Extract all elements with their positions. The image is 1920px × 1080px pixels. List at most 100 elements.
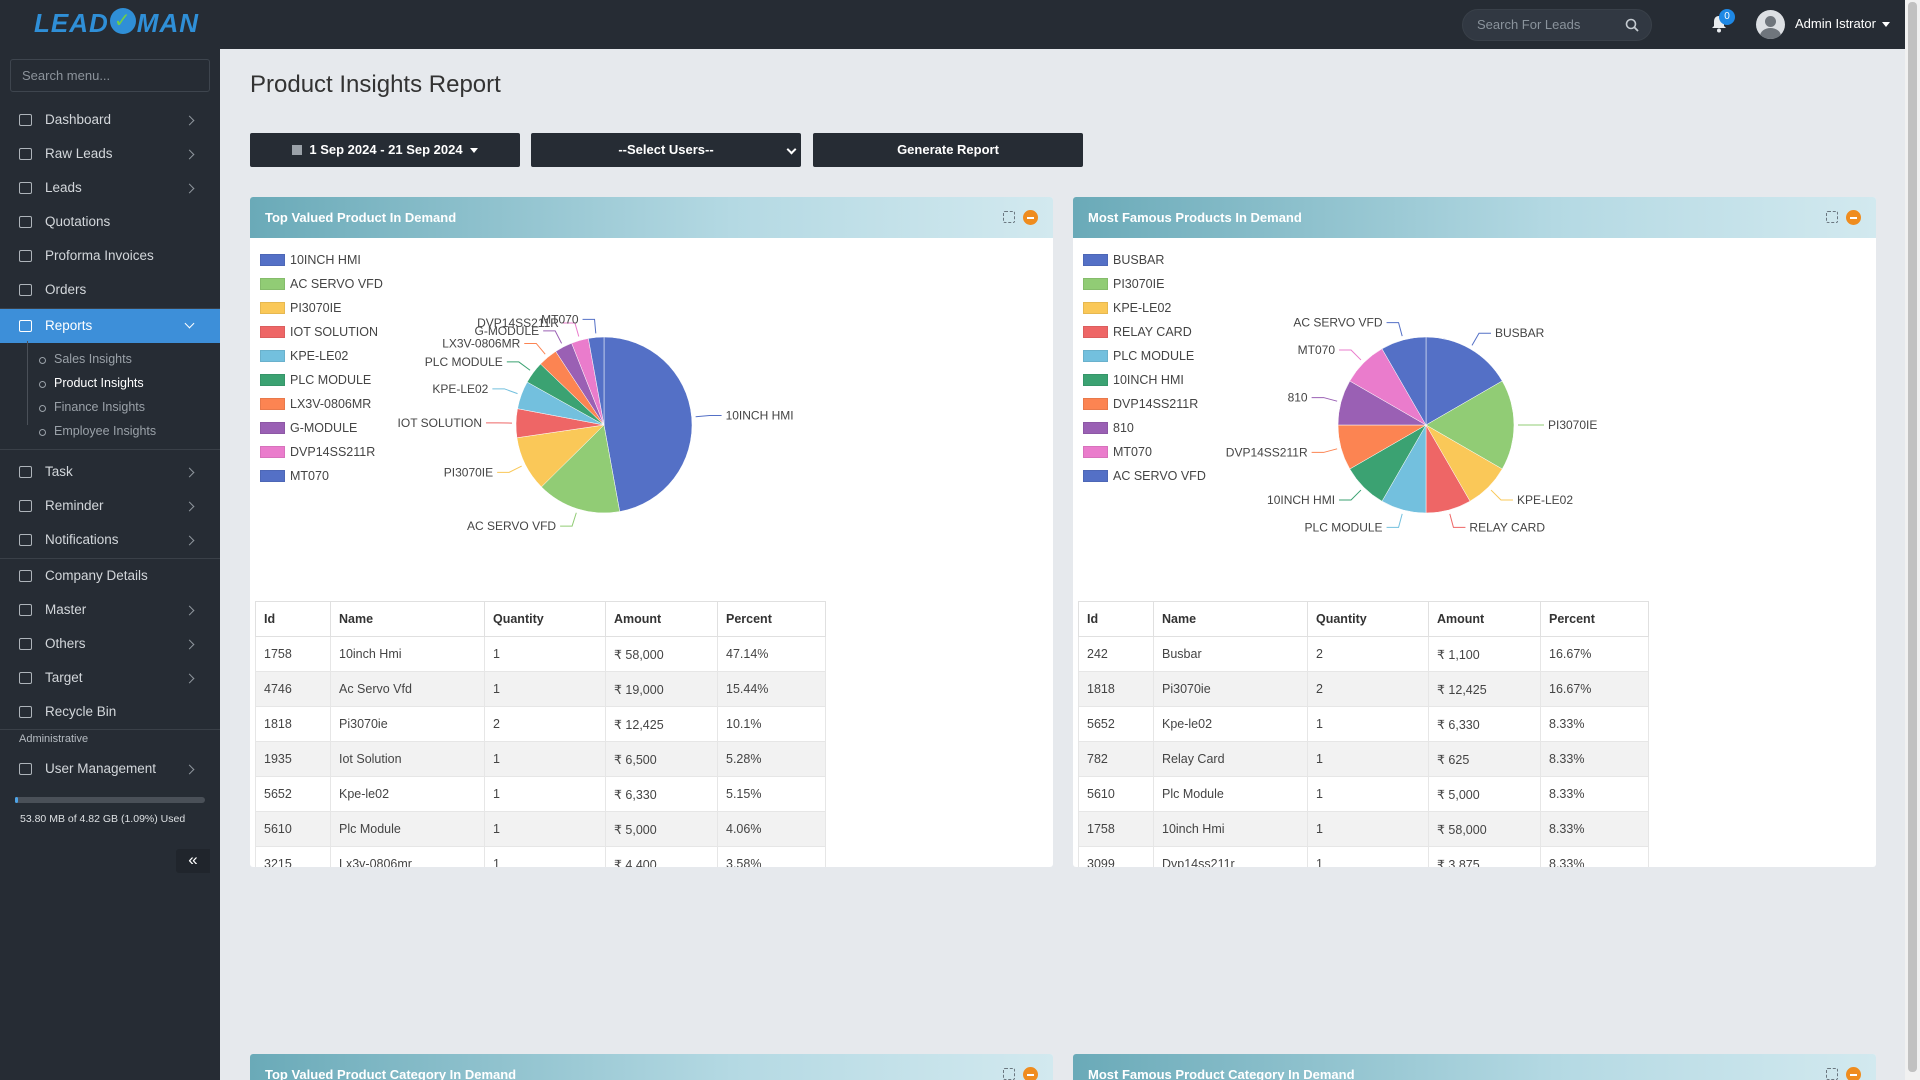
submenu-product-insights[interactable]: Product Insights	[0, 371, 220, 395]
legend-item[interactable]: AC SERVO VFD	[260, 276, 383, 300]
sidebar-item-task[interactable]: Task	[0, 455, 220, 489]
menu-search-input[interactable]: Search menu...	[10, 59, 210, 92]
legend-item[interactable]: PLC MODULE	[260, 372, 383, 396]
legend-item[interactable]: MT070	[1083, 444, 1206, 468]
user-avatar[interactable]	[1756, 10, 1785, 39]
table-row: 5610 Plc Module 1 ₹ 5,000 4.06%	[255, 811, 826, 847]
pie-slice-label: IOT SOLUTION	[398, 416, 482, 430]
column-header[interactable]: Id	[1078, 601, 1154, 637]
pie-slice-label: DVP14SS211R	[1226, 445, 1308, 459]
legend-item[interactable]: MT070	[260, 468, 383, 492]
sidebar-item-dashboard[interactable]: Dashboard	[0, 103, 220, 137]
sidebar-item-leads[interactable]: Leads	[0, 171, 220, 205]
pie-slice[interactable]	[1425, 380, 1515, 470]
sidebar-item-quotations[interactable]: Quotations	[0, 205, 220, 239]
collapse-panel-icon[interactable]	[1023, 1067, 1038, 1080]
column-header[interactable]: Quantity	[484, 601, 606, 637]
sidebar-item-reports[interactable]: Reports	[0, 309, 220, 343]
pie-slice[interactable]	[1381, 336, 1427, 426]
column-header[interactable]: Name	[330, 601, 485, 637]
sidebar-item-target[interactable]: Target	[0, 661, 220, 695]
sidebar-item-others[interactable]: Others	[0, 627, 220, 661]
scrollbar-thumb[interactable]	[1908, 2, 1917, 1072]
legend-item[interactable]: KPE-LE02	[1083, 300, 1206, 324]
legend-item[interactable]: DVP14SS211R	[1083, 396, 1206, 420]
administrative-heading: Administrative	[19, 733, 89, 745]
search-icon[interactable]	[1625, 18, 1639, 32]
column-header[interactable]: Amount	[1428, 601, 1541, 637]
legend-label: PLC MODULE	[1113, 349, 1195, 363]
pie-slice[interactable]	[1425, 336, 1503, 426]
column-header[interactable]: Id	[255, 601, 331, 637]
column-header[interactable]: Percent	[717, 601, 826, 637]
pie-slice[interactable]	[603, 336, 693, 512]
lead-search-input[interactable]: Search For Leads	[1462, 9, 1652, 41]
pie-slice[interactable]	[588, 336, 605, 426]
legend-item[interactable]: PI3070IE	[1083, 276, 1206, 300]
table-cell: 47.14%	[717, 636, 826, 672]
table-cell: 1758	[1078, 811, 1154, 847]
page-scrollbar[interactable]	[1905, 0, 1920, 1080]
table-cell: 4746	[255, 671, 331, 707]
legend-item[interactable]: DVP14SS211R	[260, 444, 383, 468]
date-range-picker[interactable]: 1 Sep 2024 - 21 Sep 2024	[250, 133, 520, 167]
sidebar-item-master[interactable]: Master	[0, 593, 220, 627]
legend-item[interactable]: IOT SOLUTION	[260, 324, 383, 348]
sidebar-item-proforma-invoices[interactable]: Proforma Invoices	[0, 239, 220, 273]
pie-slice-label: PLC MODULE	[425, 355, 503, 369]
submenu-employee-insights[interactable]: Employee Insights	[0, 419, 220, 443]
table-cell: ₹ 6,330	[1428, 706, 1541, 742]
legend-item[interactable]: 10INCH HMI	[1083, 372, 1206, 396]
legend-item[interactable]: PI3070IE	[260, 300, 383, 324]
sidebar-item-user-management[interactable]: User Management	[0, 752, 220, 786]
column-header[interactable]: Name	[1153, 601, 1308, 637]
collapse-panel-icon[interactable]	[1023, 210, 1038, 225]
legend-item[interactable]: KPE-LE02	[260, 348, 383, 372]
pie-label-line	[497, 465, 522, 473]
legend-swatch	[1083, 446, 1108, 458]
caret-down-icon	[469, 148, 478, 154]
pie-slice[interactable]	[541, 424, 621, 514]
storage-progress-fill	[15, 797, 18, 803]
legend-item[interactable]: BUSBAR	[1083, 252, 1206, 276]
dots-icon	[19, 638, 32, 650]
chevron-right-icon	[184, 639, 195, 650]
column-header[interactable]: Percent	[1540, 601, 1649, 637]
collapse-panel-icon[interactable]	[1846, 1067, 1861, 1080]
legend-item[interactable]: PLC MODULE	[1083, 348, 1206, 372]
generate-report-button[interactable]: Generate Report	[813, 133, 1083, 167]
chevron-right-icon	[184, 535, 195, 546]
sidebar-item-raw-leads[interactable]: Raw Leads	[0, 137, 220, 171]
sidebar-item-orders[interactable]: Orders	[0, 273, 220, 307]
expand-icon[interactable]	[1003, 1068, 1015, 1080]
pie-slice-label: G-MODULE	[474, 324, 539, 338]
legend-item[interactable]: AC SERVO VFD	[1083, 468, 1206, 492]
sidebar-item-recycle-bin[interactable]: Recycle Bin	[0, 695, 220, 729]
sidebar-item-reminder[interactable]: Reminder	[0, 489, 220, 523]
submenu-finance-insights[interactable]: Finance Insights	[0, 395, 220, 419]
table-row: 5652 Kpe-le02 1 ₹ 6,330 5.15%	[255, 776, 826, 812]
legend-swatch	[260, 398, 285, 410]
legend-label: 10INCH HMI	[290, 253, 361, 267]
legend-item[interactable]: 10INCH HMI	[260, 252, 383, 276]
column-header[interactable]: Amount	[605, 601, 718, 637]
collapse-sidebar-button[interactable]: «	[176, 849, 210, 873]
user-menu[interactable]: Admin Istrator	[1795, 16, 1890, 31]
collapse-panel-icon[interactable]	[1846, 210, 1861, 225]
sidebar-item-company-details[interactable]: Company Details	[0, 559, 220, 593]
legend-item[interactable]: RELAY CARD	[1083, 324, 1206, 348]
submenu-sales-insights[interactable]: Sales Insights	[0, 347, 220, 371]
legend-item[interactable]: LX3V-0806MR	[260, 396, 383, 420]
sidebar-item-notifications[interactable]: Notifications	[0, 523, 220, 557]
legend-item[interactable]: G-MODULE	[260, 420, 383, 444]
legend-item[interactable]: 810	[1083, 420, 1206, 444]
app-logo[interactable]: LEAD ✓ MAN	[34, 8, 199, 38]
table-cell: ₹ 19,000	[605, 671, 718, 707]
expand-icon[interactable]	[1826, 211, 1838, 223]
most-famous-pie-chart: BUSBAR PI3070IE KPE-LE02 RELAY CARD PLC MODU…	[1226, 316, 1598, 535]
select-users-dropdown[interactable]: --Select Users--	[531, 133, 801, 167]
expand-icon[interactable]	[1826, 1068, 1838, 1080]
column-header[interactable]: Quantity	[1307, 601, 1429, 637]
expand-icon[interactable]	[1003, 211, 1015, 223]
sidebar-divider	[0, 449, 220, 450]
